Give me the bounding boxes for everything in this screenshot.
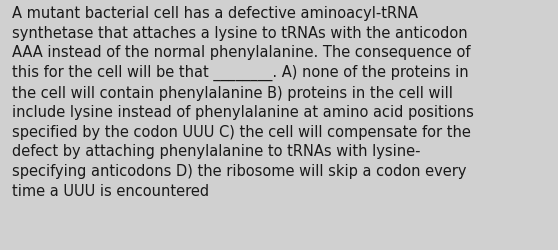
Text: A mutant bacterial cell has a defective aminoacyl-tRNA
synthetase that attaches : A mutant bacterial cell has a defective …: [12, 6, 474, 198]
